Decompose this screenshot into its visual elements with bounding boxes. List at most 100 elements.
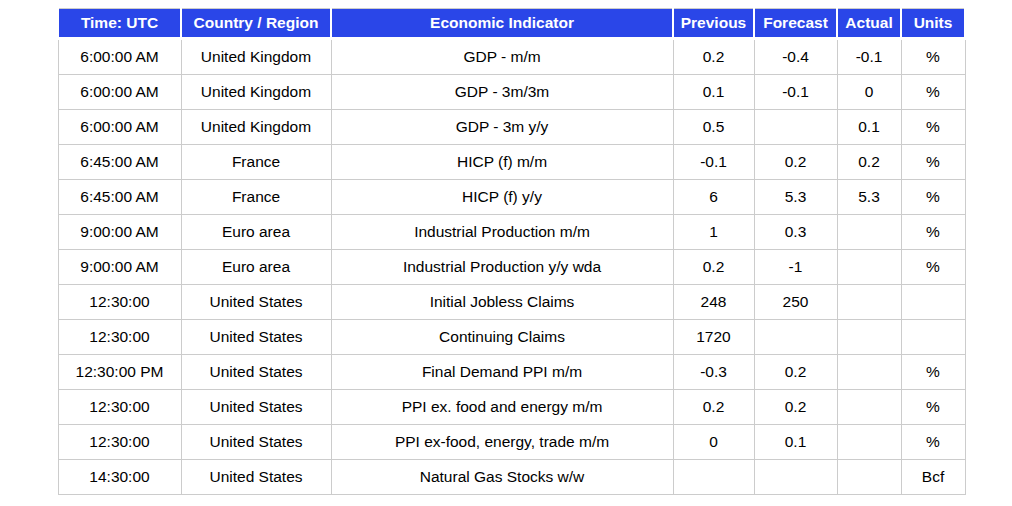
cell-forecast: 0.2 [754, 390, 837, 425]
cell-country: United Kingdom [181, 39, 331, 75]
cell-time: 14:30:00 [58, 460, 181, 495]
cell-forecast: 0.2 [754, 145, 837, 180]
table-row: 12:30:00 PMUnited StatesFinal Demand PPI… [58, 355, 965, 390]
cell-forecast: -0.4 [754, 39, 837, 75]
column-header-time: Time: UTC [58, 9, 181, 39]
cell-indicator: PPI ex-food, energy, trade m/m [331, 425, 673, 460]
cell-actual: 5.3 [837, 180, 901, 215]
column-header-units: Units [901, 9, 965, 39]
cell-units: % [901, 39, 965, 75]
cell-indicator: GDP - 3m y/y [331, 110, 673, 145]
cell-time: 6:00:00 AM [58, 110, 181, 145]
cell-actual [837, 355, 901, 390]
cell-forecast: 0.3 [754, 215, 837, 250]
cell-actual [837, 425, 901, 460]
cell-indicator: HICP (f) m/m [331, 145, 673, 180]
table-row: 6:45:00 AMFranceHICP (f) y/y65.35.3% [58, 180, 965, 215]
table-row: 9:00:00 AMEuro areaIndustrial Production… [58, 250, 965, 285]
cell-previous: 6 [673, 180, 754, 215]
cell-country: United States [181, 460, 331, 495]
table-row: 12:30:00United StatesPPI ex-food, energy… [58, 425, 965, 460]
table-row: 9:00:00 AMEuro areaIndustrial Production… [58, 215, 965, 250]
cell-indicator: Final Demand PPI m/m [331, 355, 673, 390]
cell-time: 6:00:00 AM [58, 39, 181, 75]
table-row: 6:00:00 AMUnited KingdomGDP - 3m y/y0.5 0… [58, 110, 965, 145]
cell-units: % [901, 110, 965, 145]
cell-forecast [754, 320, 837, 355]
cell-indicator: GDP - 3m/3m [331, 75, 673, 110]
cell-forecast [754, 460, 837, 495]
cell-forecast: 0.1 [754, 425, 837, 460]
cell-time: 12:30:00 [58, 390, 181, 425]
column-header-previous: Previous [673, 9, 754, 39]
cell-previous: 0.2 [673, 250, 754, 285]
cell-country: Euro area [181, 215, 331, 250]
cell-indicator: Initial Jobless Claims [331, 285, 673, 320]
cell-actual [837, 250, 901, 285]
cell-previous: -0.1 [673, 145, 754, 180]
table-row: 14:30:00United StatesNatural Gas Stocks … [58, 460, 965, 495]
cell-time: 12:30:00 [58, 425, 181, 460]
cell-previous: 0.5 [673, 110, 754, 145]
cell-actual [837, 460, 901, 495]
cell-previous [673, 460, 754, 495]
cell-units: % [901, 75, 965, 110]
table-row: 12:30:00United StatesContinuing Claims17… [58, 320, 965, 355]
cell-country: United States [181, 320, 331, 355]
cell-country: United States [181, 285, 331, 320]
column-header-country-region: Country / Region [181, 9, 331, 39]
cell-indicator: Natural Gas Stocks w/w [331, 460, 673, 495]
cell-actual: 0.1 [837, 110, 901, 145]
cell-country: United Kingdom [181, 75, 331, 110]
cell-time: 9:00:00 AM [58, 250, 181, 285]
cell-units: % [901, 145, 965, 180]
cell-indicator: HICP (f) y/y [331, 180, 673, 215]
column-header-forecast: Forecast [754, 9, 837, 39]
cell-country: United States [181, 425, 331, 460]
cell-actual: -0.1 [837, 39, 901, 75]
cell-actual [837, 215, 901, 250]
cell-indicator: PPI ex. food and energy m/m [331, 390, 673, 425]
cell-units [901, 285, 965, 320]
table-row: 6:00:00 AMUnited KingdomGDP - 3m/3m0.1-0… [58, 75, 965, 110]
cell-time: 12:30:00 PM [58, 355, 181, 390]
cell-country: United Kingdom [181, 110, 331, 145]
cell-actual: 0.2 [837, 145, 901, 180]
cell-forecast [754, 110, 837, 145]
economic-calendar: Time: UTC Country / Region Economic Indi… [57, 8, 966, 495]
cell-country: United States [181, 355, 331, 390]
cell-country: Euro area [181, 250, 331, 285]
cell-units: % [901, 180, 965, 215]
cell-actual [837, 285, 901, 320]
cell-actual [837, 390, 901, 425]
cell-units: % [901, 250, 965, 285]
table-header: Time: UTC Country / Region Economic Indi… [58, 9, 965, 39]
cell-time: 12:30:00 [58, 285, 181, 320]
cell-time: 6:45:00 AM [58, 180, 181, 215]
header-row: Time: UTC Country / Region Economic Indi… [58, 9, 965, 39]
cell-time: 12:30:00 [58, 320, 181, 355]
cell-country: United States [181, 390, 331, 425]
cell-previous: -0.3 [673, 355, 754, 390]
cell-previous: 1 [673, 215, 754, 250]
column-header-actual: Actual [837, 9, 901, 39]
cell-previous: 248 [673, 285, 754, 320]
cell-previous: 1720 [673, 320, 754, 355]
table-row: 6:00:00 AMUnited KingdomGDP - m/m0.2-0.4… [58, 39, 965, 75]
cell-actual: 0 [837, 75, 901, 110]
cell-previous: 0.2 [673, 390, 754, 425]
cell-indicator: Industrial Production m/m [331, 215, 673, 250]
cell-time: 6:00:00 AM [58, 75, 181, 110]
cell-units: % [901, 355, 965, 390]
economic-calendar-table: Time: UTC Country / Region Economic Indi… [57, 8, 966, 495]
table-row: 12:30:00United StatesPPI ex. food and en… [58, 390, 965, 425]
cell-time: 9:00:00 AM [58, 215, 181, 250]
cell-units: % [901, 425, 965, 460]
table-body: 6:00:00 AMUnited KingdomGDP - m/m0.2-0.4… [58, 39, 965, 495]
cell-forecast: 0.2 [754, 355, 837, 390]
cell-time: 6:45:00 AM [58, 145, 181, 180]
table-row: 6:45:00 AMFranceHICP (f) m/m-0.10.20.2% [58, 145, 965, 180]
cell-previous: 0.2 [673, 39, 754, 75]
cell-forecast: 5.3 [754, 180, 837, 215]
cell-forecast: -0.1 [754, 75, 837, 110]
